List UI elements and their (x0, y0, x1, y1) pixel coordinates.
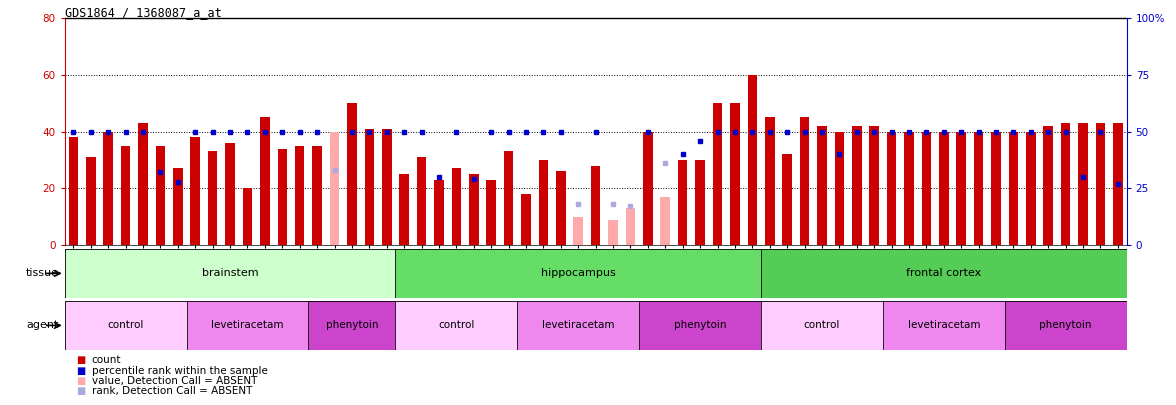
Bar (748, 75, 757, 245)
Bar (677, 160, 688, 245)
Bar (713, 103, 722, 245)
Bar (574, 217, 583, 245)
Bar (956, 132, 965, 245)
Text: levetiracetam: levetiracetam (908, 320, 980, 330)
Bar (1096, 123, 1105, 245)
Bar (295, 146, 305, 245)
Text: tissue: tissue (26, 269, 59, 278)
Text: control: control (107, 320, 143, 330)
Bar (800, 117, 809, 245)
Text: phenytoin: phenytoin (674, 320, 727, 330)
Bar (887, 132, 896, 245)
Bar (226, 143, 235, 245)
Text: phenytoin: phenytoin (1040, 320, 1093, 330)
Text: brainstem: brainstem (202, 269, 259, 278)
Bar (521, 194, 530, 245)
Bar (242, 188, 253, 245)
Text: ■: ■ (76, 376, 86, 386)
Bar (782, 154, 791, 245)
Bar (278, 149, 287, 245)
Bar (991, 132, 1001, 245)
Bar (883, 301, 1004, 350)
Bar (416, 157, 427, 245)
Bar (469, 174, 479, 245)
Bar (68, 137, 78, 245)
Bar (329, 132, 340, 245)
Bar (764, 117, 775, 245)
Text: control: control (803, 320, 840, 330)
Text: hippocampus: hippocampus (541, 269, 615, 278)
Bar (1114, 123, 1123, 245)
Bar (503, 151, 514, 245)
Bar (308, 301, 395, 350)
Bar (452, 168, 461, 245)
Bar (817, 126, 827, 245)
Text: rank, Detection Call = ABSENT: rank, Detection Call = ABSENT (92, 386, 252, 396)
Bar (400, 174, 409, 245)
Text: agent: agent (26, 320, 59, 330)
Bar (139, 123, 148, 245)
Bar (365, 129, 374, 245)
Bar (835, 132, 844, 245)
Bar (1004, 301, 1127, 350)
Bar (208, 151, 218, 245)
Bar (730, 103, 740, 245)
Bar (1043, 126, 1053, 245)
Bar (191, 137, 200, 245)
Text: ■: ■ (76, 356, 86, 365)
Bar (761, 249, 1127, 298)
Bar (434, 180, 443, 245)
Bar (86, 157, 95, 245)
Bar (395, 249, 761, 298)
Bar (590, 166, 601, 245)
Text: GDS1864 / 1368087_a_at: GDS1864 / 1368087_a_at (65, 6, 221, 19)
Bar (851, 126, 862, 245)
Bar (1009, 132, 1018, 245)
Bar (395, 301, 517, 350)
Bar (974, 132, 983, 245)
Bar (938, 132, 949, 245)
Text: ■: ■ (76, 386, 86, 396)
Bar (173, 168, 182, 245)
Bar (187, 301, 308, 350)
Text: levetiracetam: levetiracetam (212, 320, 283, 330)
Bar (313, 146, 322, 245)
Bar (539, 160, 548, 245)
Text: value, Detection Call = ABSENT: value, Detection Call = ABSENT (92, 376, 258, 386)
Bar (103, 132, 113, 245)
Text: frontal cortex: frontal cortex (907, 269, 982, 278)
Text: percentile rank within the sample: percentile rank within the sample (92, 366, 268, 375)
Bar (695, 160, 704, 245)
Bar (65, 249, 395, 298)
Bar (260, 117, 269, 245)
Text: count: count (92, 356, 121, 365)
Bar (65, 301, 187, 350)
Bar (347, 103, 356, 245)
Bar (155, 146, 165, 245)
Bar (1027, 132, 1036, 245)
Bar (382, 129, 392, 245)
Bar (517, 301, 640, 350)
Bar (556, 171, 566, 245)
Bar (487, 180, 496, 245)
Bar (661, 197, 670, 245)
Bar (869, 126, 878, 245)
Bar (640, 301, 761, 350)
Bar (121, 146, 131, 245)
Bar (608, 220, 617, 245)
Bar (904, 132, 914, 245)
Text: ■: ■ (76, 366, 86, 375)
Text: control: control (439, 320, 475, 330)
Bar (643, 132, 653, 245)
Bar (761, 301, 883, 350)
Text: levetiracetam: levetiracetam (542, 320, 615, 330)
Bar (626, 208, 635, 245)
Text: phenytoin: phenytoin (326, 320, 379, 330)
Bar (1078, 123, 1088, 245)
Bar (1061, 123, 1070, 245)
Bar (922, 132, 931, 245)
